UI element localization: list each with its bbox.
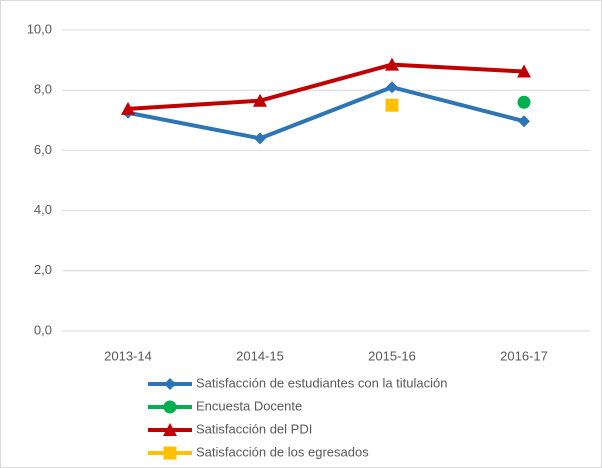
data-point xyxy=(517,95,531,109)
x-tick-label: 2016-17 xyxy=(500,348,548,363)
y-tick-label: 0,0 xyxy=(34,322,52,337)
legend-marker xyxy=(163,400,177,414)
y-tick-label: 8,0 xyxy=(34,82,52,97)
x-tick-label: 2015-16 xyxy=(368,348,416,363)
series-line xyxy=(127,85,525,141)
y-tick-label: 10,0 xyxy=(27,21,52,36)
legend-label: Satisfacción de estudiantes con la titul… xyxy=(196,375,448,390)
series-line xyxy=(127,62,525,111)
data-point xyxy=(386,81,398,94)
data-point xyxy=(253,93,267,107)
y-tick-label: 2,0 xyxy=(34,262,52,277)
data-point xyxy=(121,101,135,115)
data-point xyxy=(385,57,399,71)
data-point xyxy=(518,115,530,128)
legend-marker xyxy=(164,378,176,390)
legend-label: Encuesta Docente xyxy=(196,398,302,413)
x-tick-label: 2014-15 xyxy=(236,348,284,363)
legend-marker xyxy=(163,423,177,436)
data-point xyxy=(385,98,399,112)
legend-label: Satisfacción del PDI xyxy=(196,421,312,436)
data-point xyxy=(517,64,531,78)
legend-marker xyxy=(163,446,177,460)
y-tick-label: 4,0 xyxy=(34,202,52,217)
y-tick-label: 6,0 xyxy=(34,142,52,157)
data-point xyxy=(254,132,266,145)
legend-label: Satisfacción de los egresados xyxy=(196,444,369,459)
x-tick-label: 2013-14 xyxy=(104,348,152,363)
